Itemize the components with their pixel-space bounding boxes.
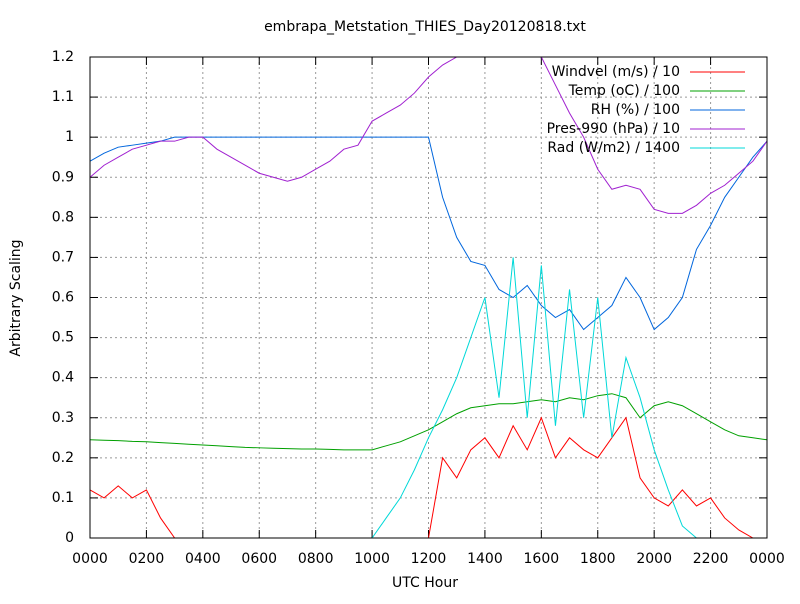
y-tick-label: 0.7 xyxy=(52,249,74,265)
x-tick-label: 1400 xyxy=(467,551,503,567)
chart-title: embrapa_Metstation_THIES_Day20120818.txt xyxy=(264,19,586,35)
y-tick-label: 0.5 xyxy=(52,330,74,346)
x-tick-label: 0000 xyxy=(72,551,108,567)
x-tick-label: 0800 xyxy=(298,551,334,567)
y-tick-label: 1 xyxy=(65,129,74,145)
y-tick-label: 0.9 xyxy=(52,169,74,185)
legend-label: Pres-990 (hPa) / 10 xyxy=(547,121,680,137)
series-line xyxy=(90,393,767,451)
y-tick-label: 0.3 xyxy=(52,410,74,426)
series-line xyxy=(90,57,767,214)
x-tick-label: 0200 xyxy=(129,551,165,567)
x-tick-label: 0400 xyxy=(185,551,221,567)
x-tick-label: 2000 xyxy=(636,551,672,567)
legend-label: Windvel (m/s) / 10 xyxy=(552,64,680,80)
y-tick-label: 0.1 xyxy=(52,490,74,506)
x-tick-label: 1800 xyxy=(580,551,616,567)
y-tick-label: 0.6 xyxy=(52,290,74,306)
plot-area xyxy=(90,57,767,538)
legend-label: Temp (oC) / 100 xyxy=(568,83,680,99)
series-line xyxy=(90,257,767,538)
x-tick-label: 1600 xyxy=(524,551,560,567)
y-tick-label: 0 xyxy=(65,530,74,546)
y-tick-label: 0.8 xyxy=(52,209,74,225)
series-line xyxy=(90,416,767,538)
y-axis-label: Arbitrary Scaling xyxy=(8,239,24,356)
x-axis-label: UTC Hour xyxy=(392,575,458,591)
x-tick-label: 2200 xyxy=(693,551,729,567)
legend-label: Rad (W/m2) / 1400 xyxy=(547,140,680,156)
x-tick-label: 1200 xyxy=(411,551,447,567)
y-tick-label: 1.2 xyxy=(52,49,74,65)
plot-border xyxy=(89,56,768,539)
x-tick-label: 1000 xyxy=(354,551,390,567)
y-tick-label: 1.1 xyxy=(52,89,74,105)
y-tick-label: 0.4 xyxy=(52,370,74,386)
legend-label: RH (%) / 100 xyxy=(591,102,680,118)
x-tick-label: 0000 xyxy=(749,551,785,567)
y-tick-label: 0.2 xyxy=(52,450,74,466)
x-tick-label: 0600 xyxy=(241,551,277,567)
